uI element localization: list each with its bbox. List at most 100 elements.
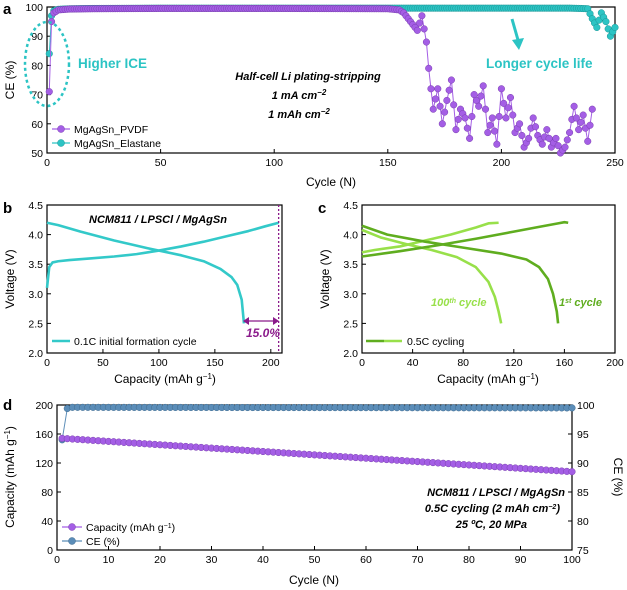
y-c-tick-label: 3.0 <box>343 289 358 301</box>
1st-discharge-curve <box>361 224 560 324</box>
legend-label-elastane: MgAgSn_Elastane <box>74 138 161 150</box>
pvdf-point <box>572 114 580 122</box>
elastane-point <box>602 18 610 26</box>
elastane-point <box>593 23 601 31</box>
annotation-conditions-d: 25 ºC, 20 MPa <box>455 519 527 531</box>
y-c-tick-label: 4.0 <box>343 230 358 242</box>
x-d-tick-label: 30 <box>206 554 218 566</box>
x-d-tick-label: 0 <box>54 554 60 566</box>
data-a <box>45 4 619 157</box>
y-left-d-tick-label: 200 <box>35 400 53 412</box>
pvdf-point <box>452 126 460 134</box>
percent-label: 15.0% <box>246 326 280 340</box>
x-a-tick-label: 250 <box>606 157 624 169</box>
pvdf-point <box>500 99 508 107</box>
x-a-tick-label: 50 <box>155 157 167 169</box>
y-right-d-tick-label: 90 <box>577 458 589 470</box>
y-right-d-tick-label: 100 <box>577 400 595 412</box>
legend-label-formation: 0.1C initial formation cycle <box>74 336 197 348</box>
annotation-title-line1: Half-cell Li plating-stripping <box>235 71 381 83</box>
legend-key-pvdf <box>52 125 70 133</box>
x-d-tick-label: 70 <box>412 554 424 566</box>
y-axis-label-a: CE (%) <box>3 61 17 100</box>
ice-highlight-ellipse <box>23 20 71 108</box>
panel-label-b: b <box>3 200 12 217</box>
legend-a: MgAgSn_PVDF MgAgSn_Elastane <box>52 124 161 150</box>
pvdf-point <box>466 134 474 142</box>
pvdf-point <box>443 96 451 104</box>
x-c-tick-label: 160 <box>556 357 574 369</box>
pvdf-point <box>441 108 449 116</box>
x-c-tick-label: 200 <box>606 357 624 369</box>
y-b-tick-label: 2.0 <box>28 348 43 360</box>
y-c-tick-label: 4.5 <box>343 200 358 212</box>
pvdf-point <box>552 134 560 142</box>
x-c-tick-label: 40 <box>407 357 419 369</box>
pvdf-point <box>418 12 426 20</box>
legend-label-ce: CE (%) <box>86 536 120 548</box>
legend-label-cycling: 0.5C cycling <box>407 336 464 348</box>
pvdf-point <box>538 140 546 148</box>
x-axis-label-a: Cycle (N) <box>306 175 356 189</box>
y-axis-label-b: Voltage (V) <box>3 249 17 308</box>
x-a-tick-label: 150 <box>379 157 397 169</box>
pvdf-point <box>586 121 594 129</box>
formation-charge-curve <box>45 221 279 289</box>
annotation-cell-b: NCM811 / LPSCl / MgAgSn <box>89 214 227 226</box>
legend-c: 0.5C cycling <box>366 336 464 348</box>
data-b <box>45 205 280 353</box>
ce-point <box>568 404 576 412</box>
label-1st-cycle: 1st cycle <box>559 297 602 309</box>
plot-frame-c <box>361 204 616 354</box>
legend-b: 0.1C initial formation cycle <box>52 336 197 348</box>
y-axis-c: 2.0 2.5 3.0 3.5 4.0 4.5 <box>343 200 366 360</box>
y-axis-left-d: 0 40 80 120 160 200 <box>35 400 61 557</box>
double-arrow-icon <box>243 317 279 325</box>
y-c-tick-label: 2.5 <box>343 318 358 330</box>
x-a-tick-label: 0 <box>44 157 50 169</box>
y-a-tick-label: 80 <box>31 60 43 72</box>
y-b-tick-label: 2.5 <box>28 318 43 330</box>
100th-discharge-curve <box>361 228 503 324</box>
annotation-longer-life: Longer cycle life <box>486 56 593 71</box>
x-d-tick-label: 80 <box>463 554 475 566</box>
x-d-tick-label: 60 <box>360 554 372 566</box>
pvdf-point <box>495 112 503 121</box>
1st-charge-curve <box>361 220 569 258</box>
panel-label-a: a <box>3 1 12 18</box>
x-b-tick-label: 50 <box>97 357 109 369</box>
pvdf-point <box>566 129 574 137</box>
x-b-tick-label: 200 <box>262 357 280 369</box>
y-right-d-tick-label: 85 <box>577 487 589 499</box>
x-b-tick-label: 150 <box>206 357 224 369</box>
panel-d: d 0 10 20 30 40 50 60 70 80 90 100 04080120160200 … <box>3 397 626 587</box>
pvdf-point <box>438 120 446 128</box>
pvdf-point <box>484 129 492 137</box>
y-left-d-tick-label: 40 <box>41 516 53 528</box>
pvdf-point <box>436 102 444 110</box>
pvdf-point <box>504 104 512 112</box>
pvdf-point <box>479 82 487 90</box>
pvdf-point <box>493 140 501 148</box>
y-left-d-tick-label: 160 <box>35 429 53 441</box>
pvdf-point <box>588 105 596 113</box>
x-axis-label-d: Cycle (N) <box>289 573 339 587</box>
pvdf-point <box>563 136 571 144</box>
pvdf-point <box>570 102 578 110</box>
pvdf-point <box>561 143 569 151</box>
y-a-tick-label: 90 <box>31 31 43 43</box>
y-right-d-tick-label: 75 <box>577 545 589 557</box>
y-axis-right-d: 75 80 85 90 95 100 <box>568 400 595 557</box>
pvdf-point <box>429 105 437 113</box>
100th-charge-curve <box>361 221 499 254</box>
y-c-tick-label: 3.5 <box>343 259 358 271</box>
pvdf-point <box>554 142 562 150</box>
pvdf-point <box>454 115 462 123</box>
x-c-tick-label: 0 <box>359 357 365 369</box>
label-100th-cycle: 100th cycle <box>431 297 487 309</box>
y-right-d-tick-label: 80 <box>577 516 589 528</box>
x-c-tick-label: 80 <box>457 357 469 369</box>
ce-line <box>61 406 573 440</box>
